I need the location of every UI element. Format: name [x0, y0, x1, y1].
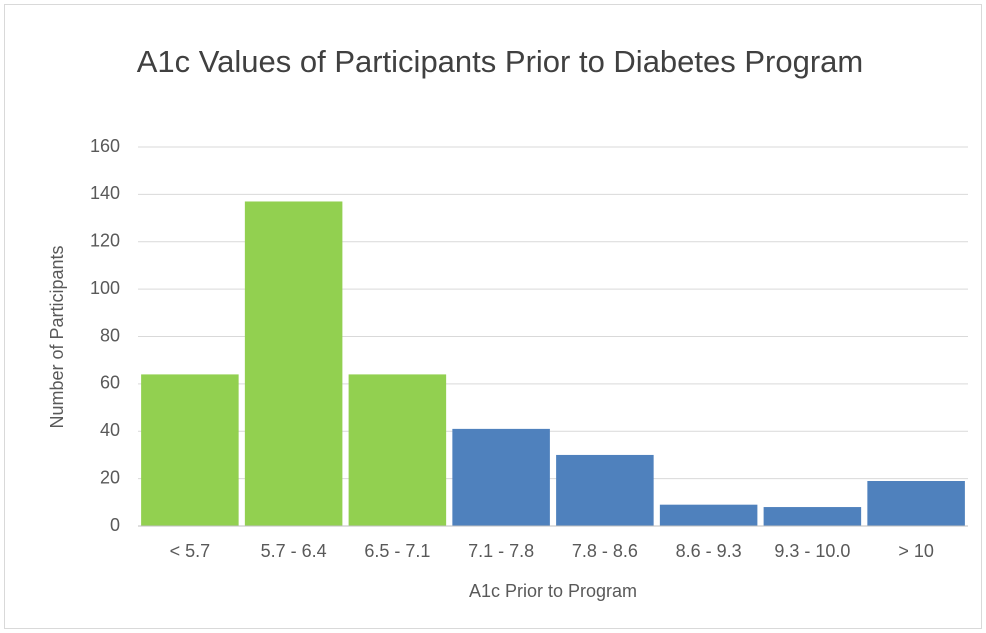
- y-tick-label: 160: [90, 136, 120, 156]
- y-tick-label: 140: [90, 183, 120, 203]
- bar: [141, 374, 239, 526]
- y-tick-label: 0: [110, 515, 120, 535]
- x-tick-label: 8.6 - 9.3: [676, 541, 742, 561]
- y-tick-label: 60: [100, 373, 120, 393]
- y-tick-label: 100: [90, 278, 120, 298]
- x-tick-label: 6.5 - 7.1: [364, 541, 430, 561]
- y-tick-label: 120: [90, 231, 120, 251]
- bar: [556, 454, 654, 526]
- y-tick-label: 40: [100, 420, 120, 440]
- x-tick-label: 5.7 - 6.4: [261, 541, 327, 561]
- x-tick-label: > 10: [898, 541, 934, 561]
- x-tick-label: 7.8 - 8.6: [572, 541, 638, 561]
- x-tick-label: 7.1 - 7.8: [468, 541, 534, 561]
- y-tick-label: 20: [100, 467, 120, 487]
- bar: [867, 480, 965, 526]
- chart-title: A1c Values of Participants Prior to Diab…: [136, 44, 864, 79]
- y-tick-label: 80: [100, 325, 120, 345]
- bar: [763, 507, 862, 526]
- y-axis-label: Number of Participants: [47, 245, 67, 428]
- bar: [244, 201, 343, 526]
- bar: [659, 504, 758, 526]
- chart-border: [4, 4, 982, 629]
- x-axis-label: A1c Prior to Program: [469, 581, 637, 601]
- bar: [348, 374, 447, 526]
- x-tick-label: < 5.7: [170, 541, 211, 561]
- x-tick-label: 9.3 - 10.0: [774, 541, 850, 561]
- bar: [452, 428, 550, 526]
